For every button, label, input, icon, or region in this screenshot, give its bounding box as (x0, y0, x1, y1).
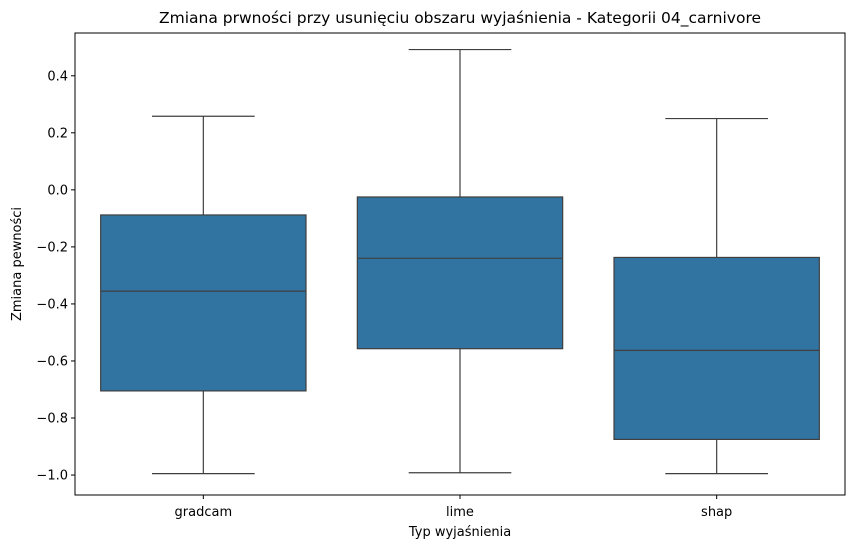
x-axis: gradcam lime shap (175, 495, 732, 520)
y-tick-label: 0.0 (47, 183, 68, 198)
y-tick-label: −0.8 (36, 412, 68, 427)
y-tick-label: −0.6 (36, 354, 68, 369)
box-gradcam (100, 115, 307, 475)
y-axis-label: Zmiana pewności (10, 207, 25, 321)
box-shap (613, 117, 820, 475)
y-tick-label: −1.0 (36, 469, 68, 484)
y-tick-label: 0.4 (47, 69, 68, 84)
box-layer (100, 48, 820, 475)
box-lime (356, 48, 564, 474)
iqr-box (356, 196, 564, 350)
chart-title: Zmiana prwności przy usunięciu obszaru w… (159, 9, 761, 28)
y-tick-label: 0.2 (47, 126, 68, 141)
x-tick-label-lime: lime (446, 505, 474, 520)
iqr-box (100, 214, 307, 392)
y-tick-label: −0.2 (36, 240, 68, 255)
x-tick-label-shap: shap (701, 505, 732, 520)
iqr-box (613, 256, 820, 440)
y-tick-label: −0.4 (36, 297, 68, 312)
x-tick-label-gradcam: gradcam (175, 505, 233, 520)
x-axis-label: Typ wyjaśnienia (408, 525, 511, 540)
y-axis: −1.0 −0.8 −0.6 −0.4 −0.2 0.0 0.2 0.4 (36, 69, 75, 484)
